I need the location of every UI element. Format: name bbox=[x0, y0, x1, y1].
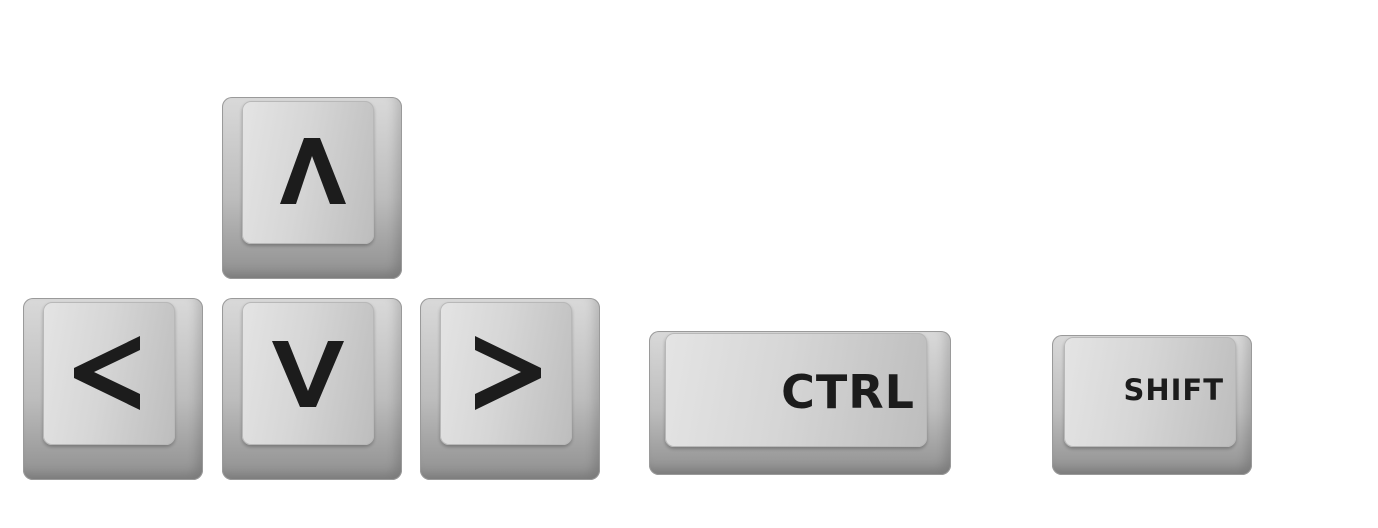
down-arrow-key[interactable] bbox=[222, 298, 402, 480]
shift-key[interactable]: SHIFT bbox=[1052, 335, 1252, 475]
up-arrow-icon bbox=[280, 137, 346, 204]
left-arrow-icon bbox=[74, 335, 140, 410]
key-top: SHIFT bbox=[1064, 337, 1236, 447]
key-top bbox=[242, 101, 374, 244]
ctrl-key[interactable]: CTRL bbox=[649, 331, 951, 475]
down-arrow-icon bbox=[272, 340, 344, 407]
shift-label: SHIFT bbox=[1123, 373, 1224, 407]
key-top: CTRL bbox=[665, 333, 927, 447]
key-top bbox=[43, 302, 175, 445]
right-arrow-key[interactable] bbox=[420, 298, 600, 480]
ctrl-label: CTRL bbox=[781, 365, 915, 419]
key-top bbox=[242, 302, 374, 445]
right-arrow-icon bbox=[475, 335, 541, 410]
left-arrow-key[interactable] bbox=[23, 298, 203, 480]
key-top bbox=[440, 302, 572, 445]
up-arrow-key[interactable] bbox=[222, 97, 402, 279]
